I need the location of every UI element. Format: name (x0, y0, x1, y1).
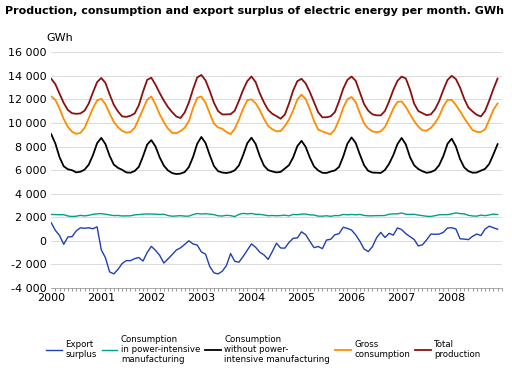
Export
surplus (215, 272, 221, 276)
Export
surplus (407, 234, 413, 239)
Gross
consumption (298, 92, 305, 97)
Consumption
without power-
intensive manufacturing (48, 132, 54, 137)
Consumption
in power-intensive
manufacturing (495, 212, 501, 217)
Text: GWh: GWh (47, 33, 73, 43)
Consumption
in power-intensive
manufacturing (436, 212, 442, 217)
Export
surplus (261, 252, 267, 257)
Consumption
in power-intensive
manufacturing (119, 214, 125, 218)
Total
production (261, 100, 267, 105)
Total
production (440, 88, 446, 92)
Export
surplus (119, 261, 125, 266)
Total
production (449, 74, 455, 78)
Gross
consumption (440, 104, 446, 109)
Consumption
in power-intensive
manufacturing (261, 213, 267, 217)
Total
production (198, 73, 204, 77)
Line: Gross
consumption: Gross consumption (51, 95, 498, 134)
Total
production (278, 116, 284, 121)
Text: Production, consumption and export surplus of electric energy per month. GWh: Production, consumption and export surpl… (5, 6, 504, 16)
Export
surplus (490, 226, 497, 230)
Gross
consumption (257, 108, 263, 113)
Export
surplus (495, 227, 501, 232)
Total
production (495, 76, 501, 81)
Consumption
without power-
intensive manufacturing (261, 163, 267, 168)
Consumption
without power-
intensive manufacturing (94, 141, 100, 145)
Consumption
in power-intensive
manufacturing (48, 212, 54, 217)
Total
production (119, 114, 125, 119)
Gross
consumption (449, 98, 455, 102)
Line: Consumption
in power-intensive
manufacturing: Consumption in power-intensive manufactu… (51, 213, 498, 217)
Consumption
in power-intensive
manufacturing (444, 212, 451, 217)
Total
production (411, 101, 417, 106)
Gross
consumption (119, 129, 125, 133)
Consumption
without power-
intensive manufacturing (173, 172, 179, 176)
Consumption
in power-intensive
manufacturing (232, 214, 238, 219)
Gross
consumption (411, 119, 417, 123)
Consumption
without power-
intensive manufacturing (495, 142, 501, 146)
Export
surplus (94, 225, 100, 229)
Gross
consumption (328, 132, 334, 137)
Consumption
in power-intensive
manufacturing (407, 212, 413, 217)
Total
production (48, 77, 54, 81)
Line: Total
production: Total production (51, 75, 498, 119)
Gross
consumption (94, 98, 100, 102)
Gross
consumption (495, 101, 501, 105)
Consumption
in power-intensive
manufacturing (453, 211, 459, 215)
Total
production (94, 80, 100, 85)
Consumption
in power-intensive
manufacturing (94, 212, 100, 216)
Line: Export
surplus: Export surplus (51, 223, 498, 274)
Export
surplus (48, 220, 54, 225)
Gross
consumption (48, 94, 54, 99)
Consumption
without power-
intensive manufacturing (407, 155, 413, 159)
Line: Consumption
without power-
intensive manufacturing: Consumption without power- intensive man… (51, 134, 498, 174)
Consumption
without power-
intensive manufacturing (436, 163, 442, 168)
Legend: Export
surplus, Consumption
in power-intensive
manufacturing, Consumption
withou: Export surplus, Consumption in power-int… (47, 335, 480, 365)
Consumption
without power-
intensive manufacturing (119, 168, 125, 172)
Consumption
without power-
intensive manufacturing (490, 152, 497, 157)
Export
surplus (436, 232, 442, 236)
